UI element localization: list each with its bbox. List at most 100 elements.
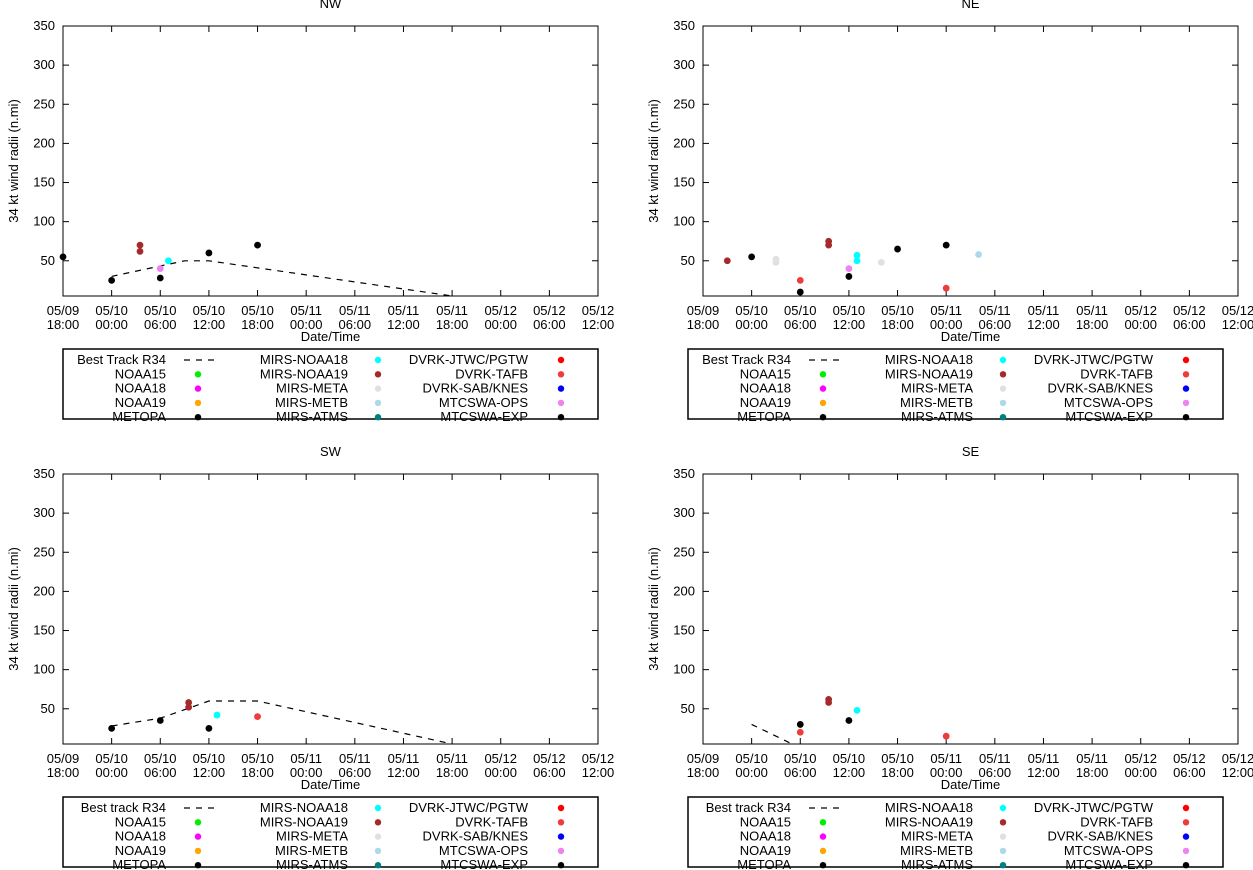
legend-label-mirs-noaa19: MIRS-NOAA19 bbox=[885, 814, 973, 829]
legend-mark-mtcswa-ops bbox=[557, 847, 565, 855]
y-tick-label: 100 bbox=[673, 662, 695, 677]
x-tick-label-time: 00:00 bbox=[484, 317, 517, 332]
x-tick-label-time: 06:00 bbox=[979, 765, 1012, 780]
legend-label-mirs-metb: MIRS-METB bbox=[900, 395, 973, 410]
y-tick-label: 300 bbox=[33, 505, 55, 520]
x-tick-label-time: 00:00 bbox=[735, 317, 768, 332]
x-tick-label-date: 05/10 bbox=[144, 303, 177, 318]
x-tick-label-date: 05/11 bbox=[436, 303, 468, 318]
legend-mark-mtcswa-ops bbox=[557, 399, 565, 407]
legend-label-metopa: METOPA bbox=[737, 409, 791, 424]
point-mirs-noaa19 bbox=[136, 241, 144, 249]
legend-mark-dvrk-tafb bbox=[557, 819, 565, 826]
legend-mark-mirs-noaa19 bbox=[999, 371, 1007, 378]
x-tick-label-time: 18:00 bbox=[47, 765, 80, 780]
x-tick-label-date: 05/10 bbox=[784, 303, 817, 318]
point-mirs-noaa18 bbox=[164, 257, 172, 265]
x-tick-label-time: 06:00 bbox=[339, 317, 372, 332]
x-tick-label-time: 12:00 bbox=[1027, 765, 1060, 780]
legend-mark-mirs-metb bbox=[374, 399, 382, 407]
x-tick-label-time: 06:00 bbox=[144, 317, 177, 332]
legend-frame bbox=[62, 796, 599, 868]
x-tick-label-time: 00:00 bbox=[1124, 317, 1157, 332]
legend-frame bbox=[687, 796, 1224, 868]
point-mirs-noaa18 bbox=[853, 706, 861, 714]
legend-mark-mirs-meta bbox=[374, 385, 382, 392]
legend-mark-dvrk-jtwc-pgtw bbox=[1182, 804, 1190, 812]
legend-label-dvrk-tafb: DVRK-TAFB bbox=[1080, 814, 1153, 829]
legend-mark-noaa18 bbox=[819, 385, 827, 392]
point-dvrk-tafb bbox=[942, 284, 950, 292]
y-tick-label: 350 bbox=[673, 466, 695, 481]
y-tick-label: 300 bbox=[673, 57, 695, 72]
point-mtcswa-ops bbox=[156, 265, 164, 273]
legend-mark-mirs-noaa18 bbox=[374, 804, 382, 812]
point-metopa bbox=[108, 724, 116, 732]
legend-label-mtcswa-ops: MTCSWA-OPS bbox=[439, 843, 528, 858]
x-tick-label-date: 05/11 bbox=[1076, 751, 1108, 766]
x-tick-label-time: 06:00 bbox=[144, 765, 177, 780]
y-axis-label: 34 kt wind radii (n.mi) bbox=[6, 99, 21, 223]
legend-label-noaa15: NOAA15 bbox=[740, 814, 791, 829]
point-metopa bbox=[156, 274, 164, 282]
legend-mark-dvrk-tafb bbox=[1182, 819, 1190, 826]
legend-label-mirs-metb: MIRS-METB bbox=[275, 395, 348, 410]
legend-mark-mirs-meta bbox=[999, 833, 1007, 840]
y-axis-label: 34 kt wind radii (n.mi) bbox=[646, 547, 661, 671]
legend-label-noaa19: NOAA19 bbox=[115, 395, 166, 410]
x-tick-label-date: 05/11 bbox=[290, 751, 322, 766]
x-tick-label-time: 18:00 bbox=[1076, 765, 1109, 780]
legend-mark-noaa15 bbox=[194, 819, 202, 826]
x-axis-label: Date/Time bbox=[941, 329, 1000, 344]
legend-label-noaa18: NOAA18 bbox=[740, 381, 791, 396]
legend-label-mtcswa-exp: MTCSWA-EXP bbox=[440, 857, 528, 870]
legend-mark-mirs-noaa18 bbox=[999, 804, 1007, 812]
legend-mark-mirs-noaa19 bbox=[999, 819, 1007, 826]
legend-label-mtcswa-ops: MTCSWA-OPS bbox=[1064, 395, 1153, 410]
legend-label-noaa15: NOAA15 bbox=[115, 366, 166, 381]
x-tick-label-time: 12:00 bbox=[1222, 317, 1253, 332]
x-tick-label-date: 05/12 bbox=[1124, 751, 1157, 766]
legend-label-metopa: METOPA bbox=[112, 857, 166, 870]
x-tick-label-date: 05/11 bbox=[388, 751, 420, 766]
x-tick-label-date: 05/09 bbox=[687, 751, 720, 766]
x-tick-label-time: 18:00 bbox=[881, 765, 914, 780]
plot-frame bbox=[702, 25, 1239, 297]
legend-mark-mirs-atms bbox=[374, 414, 382, 421]
legend-mark-dvrk-jtwc-pgtw bbox=[1182, 356, 1190, 364]
legend-mark-mirs-meta bbox=[999, 385, 1007, 392]
legend-label-dvrk-tafb: DVRK-TAFB bbox=[1080, 366, 1153, 381]
legend-label-dvrk-tafb: DVRK-TAFB bbox=[455, 814, 528, 829]
legend-mark-noaa15 bbox=[194, 371, 202, 378]
x-tick-label-time: 12:00 bbox=[833, 765, 866, 780]
point-dvrk-tafb bbox=[796, 276, 804, 284]
legend-mark-mtcswa-exp bbox=[557, 862, 565, 869]
legend-label-best-track: Best Track R34 bbox=[702, 352, 791, 367]
panel-se: SE5010015020025030035005/0918:0005/1000:… bbox=[646, 444, 1253, 870]
point-metopa bbox=[796, 721, 804, 728]
best-track-line bbox=[111, 260, 453, 297]
x-tick-label-date: 05/10 bbox=[833, 751, 866, 766]
legend-label-noaa19: NOAA19 bbox=[740, 395, 791, 410]
plot-frame bbox=[62, 25, 599, 297]
legend-label-dvrk-jtwc-pgtw: DVRK-JTWC/PGTW bbox=[409, 800, 529, 815]
x-tick-label-date: 05/09 bbox=[47, 751, 80, 766]
point-mirs-metb bbox=[975, 251, 983, 258]
panel-sw: SW5010015020025030035005/0918:0005/1000:… bbox=[6, 444, 614, 870]
x-tick-label-date: 05/10 bbox=[193, 303, 226, 318]
legend-mark-mtcswa-ops bbox=[1182, 847, 1190, 855]
x-tick-label-time: 12:00 bbox=[387, 317, 420, 332]
legend-label-mtcswa-exp: MTCSWA-EXP bbox=[1065, 409, 1153, 424]
legend-label-metopa: METOPA bbox=[737, 857, 791, 870]
legend-label-mirs-atms: MIRS-ATMS bbox=[901, 409, 973, 424]
legend-mark-metopa bbox=[819, 862, 827, 869]
legend-mark-dvrk-sab-knes bbox=[1182, 833, 1190, 840]
x-tick-label-time: 12:00 bbox=[582, 765, 615, 780]
x-tick-label-time: 12:00 bbox=[1027, 317, 1060, 332]
y-tick-label: 300 bbox=[673, 505, 695, 520]
x-tick-label-time: 06:00 bbox=[1173, 317, 1206, 332]
legend-mark-mirs-meta bbox=[374, 833, 382, 840]
x-tick-label-time: 12:00 bbox=[1222, 765, 1253, 780]
point-metopa bbox=[942, 241, 950, 249]
